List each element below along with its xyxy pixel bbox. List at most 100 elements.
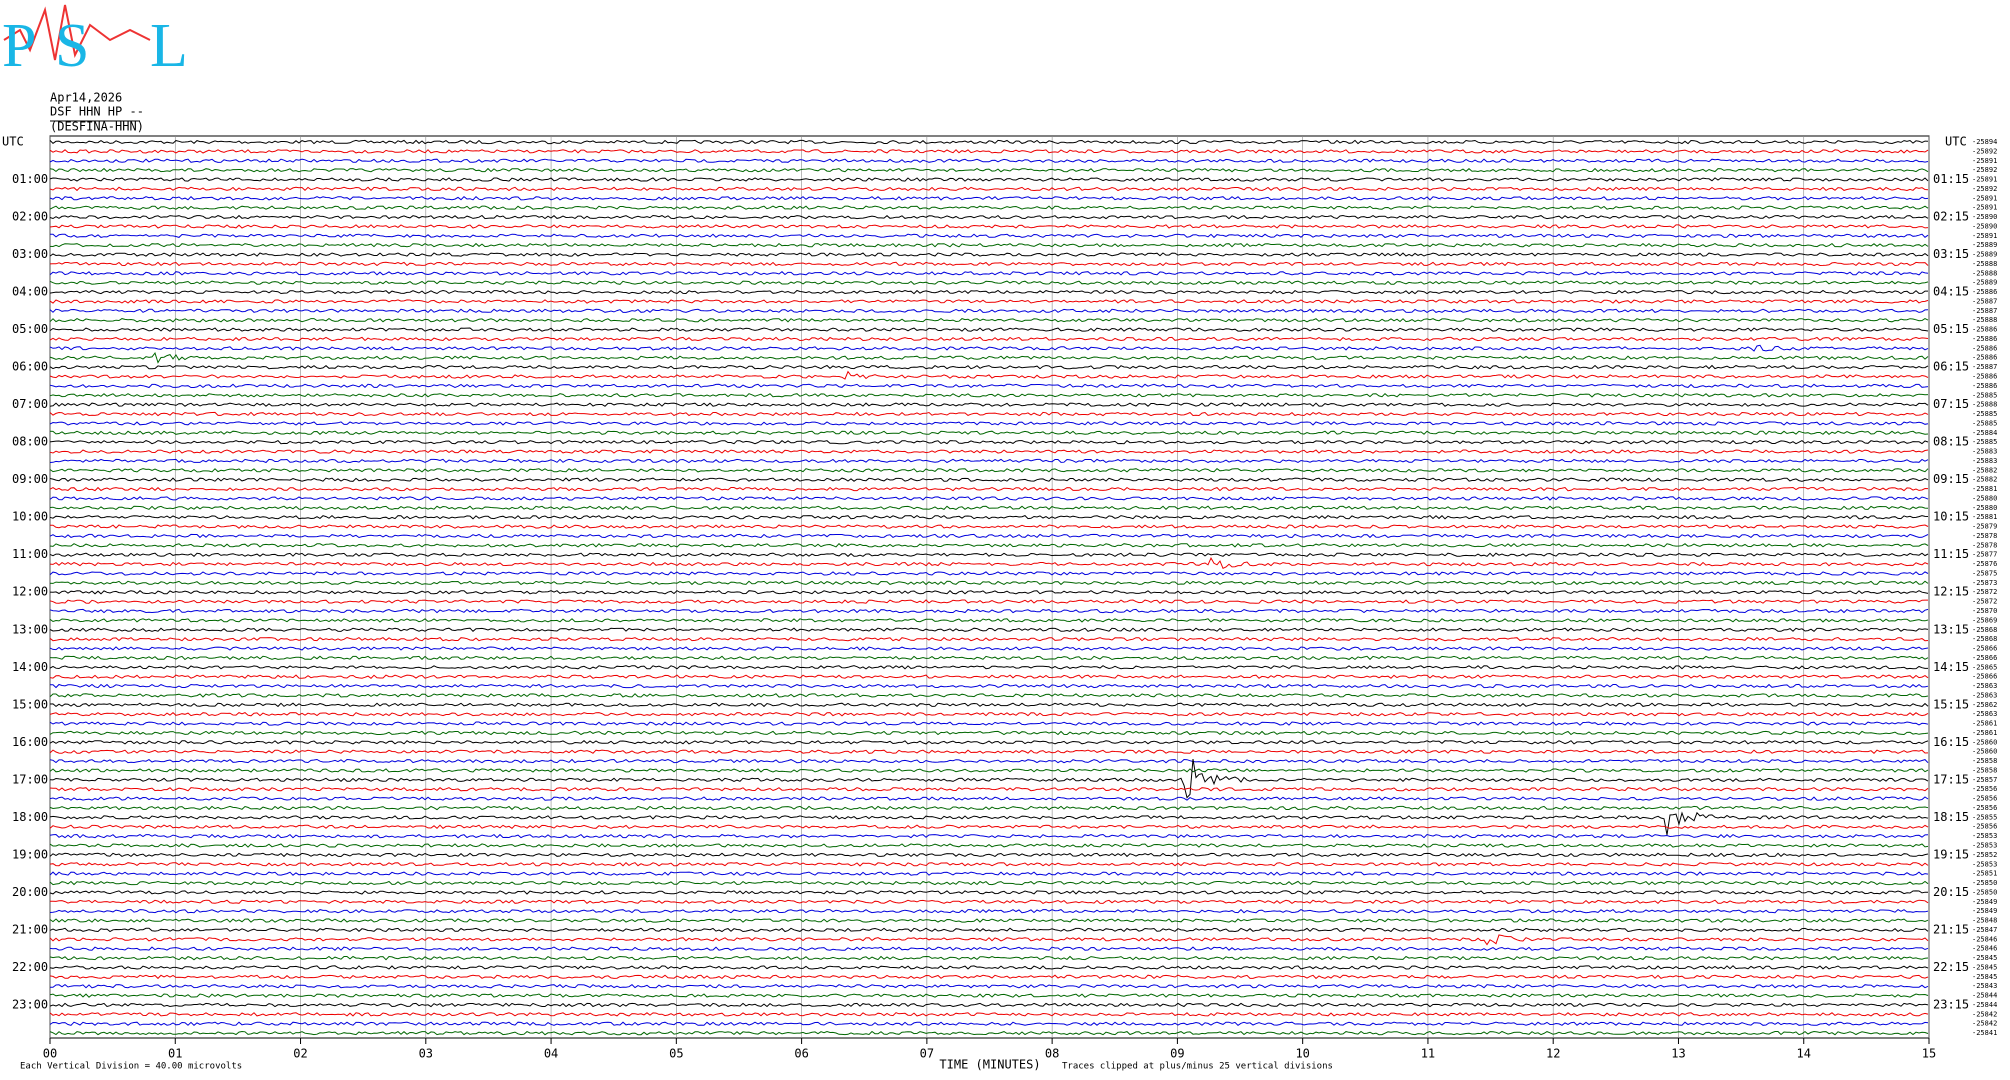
trace <box>49 824 1929 829</box>
trace <box>49 843 1929 848</box>
left-hour: 01:00 <box>12 172 48 186</box>
trace <box>49 533 1929 539</box>
row-count: -25886 <box>1972 373 1997 381</box>
row-count: -25887 <box>1972 363 1997 371</box>
right-hour: 09:15 <box>1933 472 1969 486</box>
trace <box>49 214 1929 220</box>
row-count: -25887 <box>1972 297 1997 305</box>
trace <box>49 674 1929 679</box>
trace <box>49 196 1929 201</box>
left-hour: 04:00 <box>12 285 48 299</box>
trace <box>49 352 1929 364</box>
row-count: -25861 <box>1972 720 1997 728</box>
trace <box>49 370 1929 380</box>
row-count: -25886 <box>1972 382 1997 390</box>
row-count: -25863 <box>1972 691 1997 699</box>
row-count: -25892 <box>1972 185 1997 193</box>
row-count: -25888 <box>1972 260 1997 268</box>
left-hour: 17:00 <box>12 772 48 786</box>
trace <box>49 393 1929 398</box>
row-count: -25876 <box>1972 560 1997 568</box>
row-count: -25892 <box>1972 166 1997 174</box>
trace <box>49 344 1929 352</box>
trace <box>49 862 1929 867</box>
trace <box>49 139 1929 145</box>
row-count: -25852 <box>1972 851 1997 859</box>
row-count: -25886 <box>1972 326 1997 334</box>
row-count: -25863 <box>1972 682 1997 690</box>
trace <box>49 759 1929 799</box>
right-title: UTC <box>1945 135 1967 149</box>
row-count: -25872 <box>1972 598 1997 606</box>
left-hour: 11:00 <box>12 547 48 561</box>
logo-letter: P <box>2 12 36 80</box>
row-count: -25868 <box>1972 635 1997 643</box>
trace <box>49 327 1929 332</box>
row-count: -25868 <box>1972 626 1997 634</box>
row-count: -25881 <box>1972 513 1997 521</box>
trace <box>49 439 1929 445</box>
trace <box>49 468 1929 473</box>
row-count: -25849 <box>1972 907 1997 915</box>
right-hour: 13:15 <box>1933 622 1969 636</box>
row-count: -25860 <box>1972 738 1997 746</box>
row-count: -25865 <box>1972 663 1997 671</box>
left-title: UTC <box>2 135 24 149</box>
right-hour: 08:15 <box>1933 435 1969 449</box>
trace <box>49 543 1929 548</box>
row-count: -25891 <box>1972 232 1997 240</box>
trace <box>49 411 1929 417</box>
row-count: -25856 <box>1972 785 1997 793</box>
trace <box>49 730 1929 736</box>
trace <box>49 158 1929 163</box>
trace <box>49 299 1929 304</box>
row-count: -25866 <box>1972 673 1997 681</box>
trace <box>49 758 1929 764</box>
row-count: -25891 <box>1972 176 1997 184</box>
right-hour: 21:15 <box>1933 922 1969 936</box>
trace <box>49 252 1929 257</box>
trace <box>49 505 1929 511</box>
right-hour: 06:15 <box>1933 360 1969 374</box>
row-count: -25870 <box>1972 607 1997 615</box>
trace <box>49 740 1929 745</box>
trace <box>49 205 1929 210</box>
row-count: -25858 <box>1972 766 1997 774</box>
row-count: -25851 <box>1972 870 1997 878</box>
row-count: -25875 <box>1972 569 1997 577</box>
minute-label: 09 <box>1170 1047 1184 1061</box>
row-count: -25866 <box>1972 645 1997 653</box>
trace <box>49 496 1929 501</box>
row-count: -25843 <box>1972 982 1997 990</box>
row-count: -25856 <box>1972 804 1997 812</box>
trace <box>50 524 1929 529</box>
minute-label: 07 <box>920 1047 934 1061</box>
row-count: -25853 <box>1972 832 1997 840</box>
station-name: (DESFINA-HHN) <box>50 120 144 134</box>
trace <box>49 317 1929 323</box>
row-count: -25877 <box>1972 551 1997 559</box>
logo-wave <box>3 4 151 61</box>
trace <box>49 693 1929 698</box>
row-count: -25884 <box>1972 429 1997 437</box>
row-count: -25847 <box>1972 926 1997 934</box>
trace <box>50 899 1929 905</box>
row-count: -25846 <box>1972 935 1997 943</box>
row-count: -25850 <box>1972 879 1997 887</box>
minute-label: 02 <box>293 1047 307 1061</box>
row-count: -25844 <box>1972 1001 1997 1009</box>
trace <box>49 571 1929 576</box>
row-count: -25892 <box>1972 147 1997 155</box>
trace <box>49 805 1929 811</box>
row-count: -25860 <box>1972 748 1997 756</box>
row-count: -25878 <box>1972 541 1997 549</box>
minute-label: 11 <box>1421 1047 1435 1061</box>
row-count: -25873 <box>1972 579 1997 587</box>
clip-note: Traces clipped at plus/minus 25 vertical… <box>1062 1062 1333 1072</box>
left-hour: 19:00 <box>12 847 48 861</box>
row-count: -25855 <box>1972 813 1997 821</box>
row-count: -25880 <box>1972 494 1997 502</box>
row-count: -25845 <box>1972 954 1997 962</box>
row-count: -25891 <box>1972 204 1997 212</box>
trace <box>49 908 1929 914</box>
